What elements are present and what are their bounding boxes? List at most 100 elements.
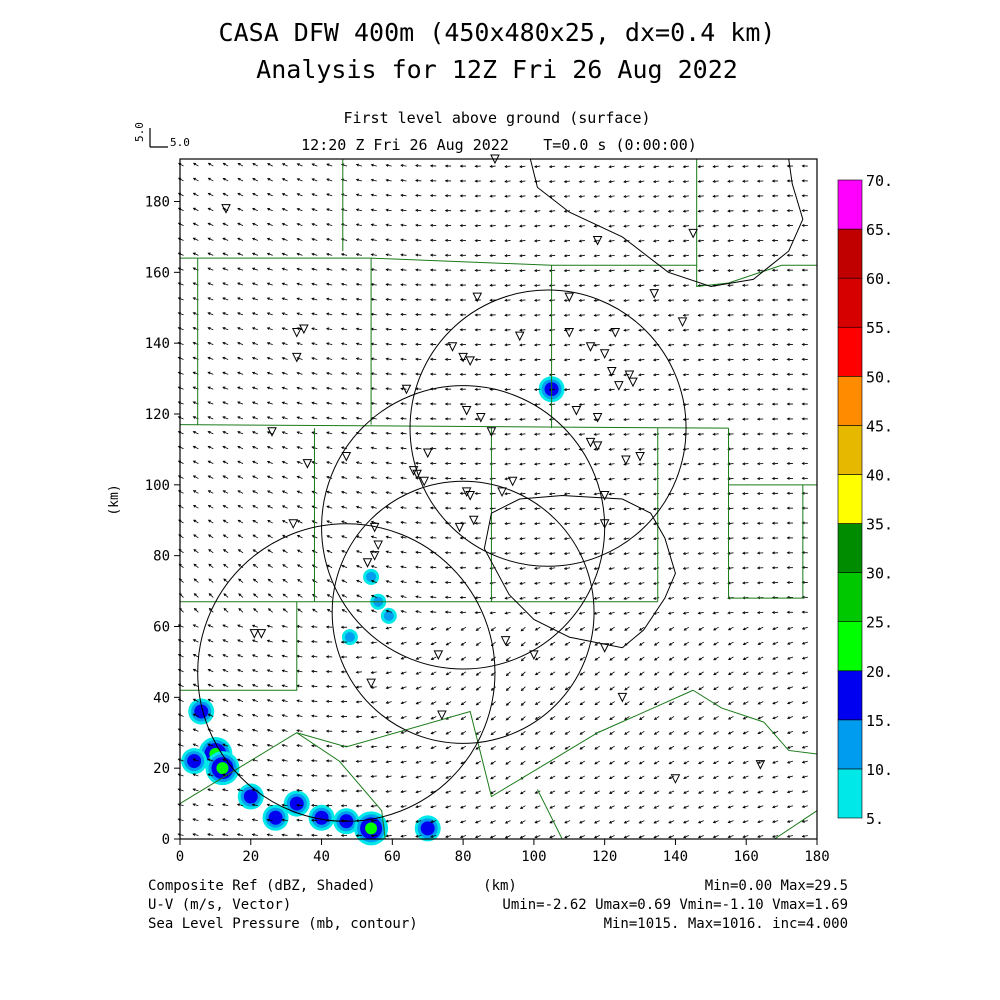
wind-vector <box>193 192 199 197</box>
wind-vector <box>698 165 704 168</box>
wind-vector-head <box>801 745 805 749</box>
station-marker <box>649 289 660 299</box>
wind-vector-head <box>786 432 790 436</box>
wind-vector <box>237 267 244 271</box>
wind-vector <box>237 729 244 732</box>
wind-vector-head <box>207 162 211 166</box>
wind-vector <box>208 490 214 494</box>
wind-vector <box>623 165 630 168</box>
wind-vector-head <box>251 818 255 822</box>
wind-vector <box>238 564 244 569</box>
wind-vector <box>267 193 273 197</box>
wind-vector-head <box>533 298 538 302</box>
wind-vector <box>490 745 496 750</box>
wind-vector <box>371 253 377 256</box>
wind-vector <box>193 534 199 539</box>
wind-vector-head <box>281 267 285 271</box>
wind-vector-head <box>385 163 389 167</box>
wind-vector <box>609 195 615 198</box>
wind-vector <box>623 254 630 257</box>
wind-vector-head <box>533 358 538 362</box>
wind-vector-head <box>756 253 761 257</box>
wind-vector-head <box>430 672 434 675</box>
wind-vector-head <box>192 788 196 792</box>
wind-vector-head <box>444 447 448 451</box>
wind-vector-head <box>504 551 508 555</box>
wind-vector-head <box>266 297 270 301</box>
wind-vector <box>609 165 615 168</box>
wind-vector-head <box>578 180 582 184</box>
wind-vector <box>653 299 660 302</box>
wind-vector <box>638 552 645 555</box>
wind-vector <box>787 716 794 719</box>
wind-vector <box>475 835 481 838</box>
wind-vector-head <box>608 805 613 809</box>
wind-vector-head <box>548 596 553 600</box>
wind-vector <box>445 775 452 779</box>
wind-vector-head <box>608 165 612 169</box>
wind-vector <box>638 463 645 465</box>
wind-vector <box>237 803 244 807</box>
wind-vector <box>594 552 600 555</box>
wind-vector-head <box>549 657 553 661</box>
wind-vector-head <box>564 731 568 735</box>
wind-vector-head <box>208 578 212 582</box>
wind-vector <box>415 610 422 613</box>
wind-vector-head <box>429 536 434 540</box>
wind-vector <box>326 491 333 494</box>
wind-vector-head <box>579 791 583 794</box>
wind-vector <box>311 655 318 658</box>
wind-vector <box>609 552 615 555</box>
wind-vector-head <box>682 239 686 243</box>
wind-vector <box>311 238 318 241</box>
wind-vector <box>668 507 675 510</box>
wind-vector <box>549 463 556 465</box>
wind-vector-head <box>682 507 686 511</box>
wind-vector <box>326 520 333 524</box>
wind-vector <box>237 714 244 717</box>
wind-vector-head <box>742 566 746 570</box>
wind-vector-head <box>772 642 776 645</box>
wind-vector-head <box>801 372 805 376</box>
wind-vector-head <box>653 672 658 676</box>
wind-vector <box>207 833 214 836</box>
wind-vector <box>193 743 199 747</box>
wind-vector-head <box>519 566 523 570</box>
wind-vector <box>519 299 526 301</box>
wind-vector <box>550 730 556 735</box>
wind-vector-head <box>192 282 196 286</box>
wind-vector <box>564 403 571 406</box>
wind-vector-head <box>520 732 524 736</box>
wind-vector <box>178 416 184 420</box>
colorbar-segment <box>837 719 863 770</box>
colorbar-segment <box>837 179 863 230</box>
wind-vector <box>208 578 214 583</box>
wind-vector-head <box>786 820 791 823</box>
wind-vector <box>416 716 422 719</box>
wind-vector <box>223 608 229 613</box>
wind-vector <box>683 180 689 183</box>
wind-vector <box>445 760 452 764</box>
range-ring <box>331 480 595 744</box>
wind-vector-head <box>742 761 746 764</box>
wind-vector-head <box>400 521 404 524</box>
wind-vector <box>653 359 660 361</box>
wind-vector <box>222 327 229 331</box>
wind-vector-head <box>548 522 553 526</box>
wind-vector <box>594 165 600 168</box>
wind-vector-head <box>400 656 404 660</box>
wind-vector <box>252 654 258 658</box>
wind-vector <box>297 608 303 613</box>
wind-vector <box>579 805 586 809</box>
wind-vector <box>326 476 333 479</box>
wind-vector-head <box>504 254 508 258</box>
wind-vector-head <box>282 534 286 538</box>
wind-vector-head <box>533 417 538 421</box>
wind-vector-head <box>697 432 701 436</box>
wind-vector-head <box>207 833 211 837</box>
wind-vector <box>549 805 556 809</box>
wind-vector-head <box>579 776 583 779</box>
wind-vector <box>386 209 392 212</box>
wind-vector <box>505 805 511 809</box>
wind-vector <box>222 357 229 360</box>
